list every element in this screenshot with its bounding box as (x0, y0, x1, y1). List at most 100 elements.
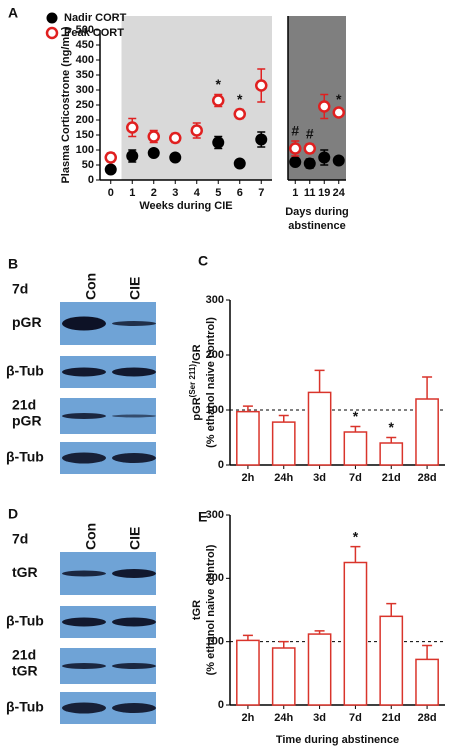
data-point (233, 157, 246, 170)
y-tick-label: 50 (82, 159, 94, 171)
blot-band (62, 316, 106, 331)
x-tick-label: 0 (108, 187, 114, 199)
blot-band (62, 570, 106, 577)
row-label: β-Tub (6, 613, 44, 629)
bar (236, 639, 260, 706)
bar (379, 615, 404, 706)
blot-band (112, 617, 156, 627)
blot-band (62, 663, 106, 669)
data-point (212, 136, 225, 149)
x-axis-label: Days during (285, 206, 349, 218)
y-tick-label: 300 (76, 84, 94, 96)
x-tick-label: 4 (194, 187, 201, 199)
lane-label: CIE (127, 277, 143, 300)
shaded-region (121, 16, 272, 180)
error-bar (278, 640, 289, 648)
time-label: 21d (12, 647, 36, 663)
error-bar (242, 405, 253, 412)
annotation: * (353, 408, 359, 424)
x-tick-label: 7 (258, 187, 264, 199)
y-tick-label: 150 (76, 129, 94, 141)
annotation: # (291, 123, 299, 139)
data-point (104, 163, 117, 176)
data-point (212, 94, 225, 107)
y-tick-label: 0 (218, 699, 224, 711)
y-axis-label-part: (Ser 211) (188, 364, 197, 398)
x-axis-label: Time during abstinence (276, 734, 399, 746)
data-point (126, 150, 139, 162)
x-tick-label: 6 (237, 187, 243, 199)
lane-label: Con (83, 273, 99, 300)
data-point (289, 156, 302, 168)
x-tick-label: 24h (274, 472, 293, 484)
legend-marker (45, 26, 59, 40)
legend-marker (46, 12, 58, 24)
bar (307, 633, 332, 706)
data-point (303, 142, 316, 155)
error-bar (422, 376, 433, 399)
x-tick-label: 21d (382, 712, 401, 724)
panel-letter: C (198, 253, 208, 269)
panel-letter: E (198, 509, 207, 525)
error-bar (386, 436, 397, 443)
y-tick-label: 100 (76, 144, 94, 156)
panel-letter: D (8, 506, 18, 522)
row-label: β-Tub (6, 449, 44, 465)
annotation: * (216, 76, 222, 92)
blot-band (62, 413, 106, 419)
error-bar (314, 369, 325, 393)
data-point (303, 157, 316, 170)
y-tick-label: 0 (218, 459, 224, 471)
error-bar (422, 644, 433, 660)
time-label: 7d (12, 281, 28, 297)
y-tick-label: 350 (76, 69, 94, 81)
data-point (255, 79, 268, 92)
annotation: * (237, 91, 243, 107)
x-tick-label: 2h (241, 712, 254, 724)
blot-band (62, 367, 106, 377)
data-point (332, 106, 345, 119)
y-tick-label: 200 (206, 572, 224, 584)
x-tick-label: 2h (241, 472, 254, 484)
data-point (147, 130, 160, 143)
x-tick-label: 24h (274, 712, 293, 724)
row-label: tGR (12, 564, 38, 580)
data-point (169, 151, 182, 164)
bar (343, 431, 368, 466)
bar (379, 442, 404, 466)
blot-band (112, 703, 156, 713)
y-axis-label-part: Plasma Corticostrone (ng/mL) (60, 26, 72, 183)
annotation: * (353, 528, 359, 544)
row-label: β-Tub (6, 699, 44, 715)
error-bar (386, 602, 397, 617)
blot-band (112, 453, 156, 463)
bar (307, 391, 332, 466)
blot-band (112, 569, 156, 578)
y-tick-label: 300 (206, 294, 224, 306)
y-axis-label-part: /GR (191, 344, 203, 364)
bar (271, 421, 296, 466)
time-label: 7d (12, 531, 28, 547)
data-point (332, 154, 345, 167)
panel-letter: B (8, 256, 18, 272)
error-bar (242, 634, 253, 641)
annotation: # (306, 126, 314, 142)
data-point (318, 100, 331, 113)
y-axis-label-part: tGR (191, 600, 203, 620)
data-point (289, 142, 302, 155)
row-label: pGR (12, 314, 42, 330)
x-tick-label: 3d (313, 472, 326, 484)
legend-label: Nadir CORT (64, 12, 127, 24)
y-tick-label: 500 (76, 24, 94, 36)
row-label: pGR (12, 413, 42, 429)
x-tick-label: 21d (382, 472, 401, 484)
y-axis-label-part: pGR (191, 397, 203, 420)
x-tick-label: 2 (151, 187, 157, 199)
y-tick-label: 450 (76, 39, 94, 51)
y-tick-label: 200 (76, 114, 94, 126)
blot-band (112, 663, 156, 669)
data-point (169, 131, 182, 145)
x-tick-label: 28d (418, 712, 437, 724)
data-point (255, 133, 268, 146)
bar (343, 561, 368, 706)
